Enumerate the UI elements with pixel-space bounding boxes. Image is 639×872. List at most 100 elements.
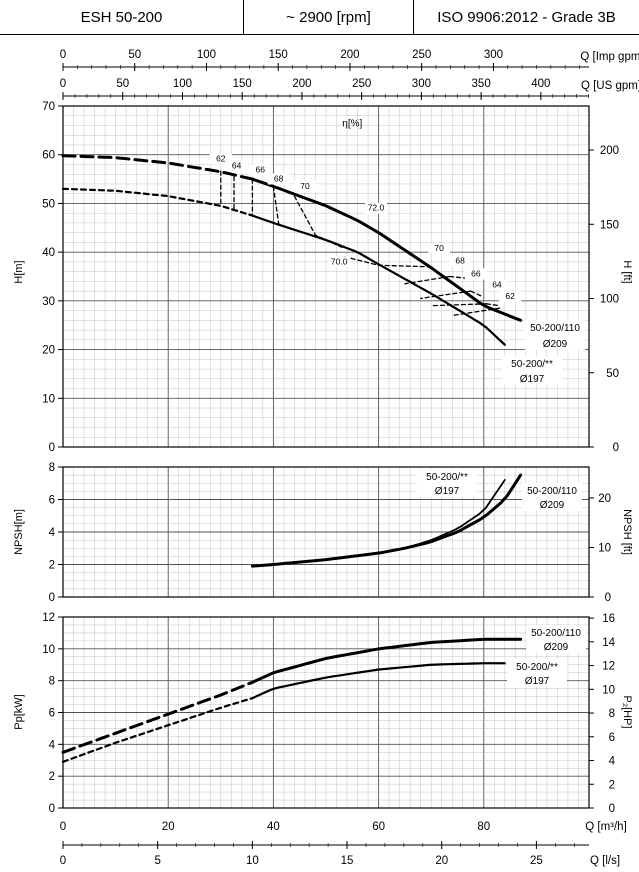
standard-header: ISO 9906:2012 - Grade 3B	[414, 0, 639, 35]
ls-tick-label: 5	[154, 855, 160, 867]
efficiency-label: 66	[471, 269, 481, 279]
series-label-bg	[522, 483, 582, 511]
npsh-series-110-name: 50-200/110	[527, 486, 577, 497]
efficiency-label-bg	[293, 180, 316, 192]
efficiency-label-bg	[464, 268, 487, 280]
power-series-110-diameter: Ø209	[544, 642, 569, 653]
head-ft-tick-label: 200	[600, 145, 619, 157]
npsh-panel-y-tick-label: 2	[49, 560, 55, 572]
efficiency-label: 72.0	[368, 203, 385, 213]
efficiency-label: 70.0	[331, 256, 348, 266]
head-series-std-name: 50-200/**	[511, 359, 553, 370]
efficiency-label: 70	[434, 243, 444, 253]
efficiency-label-bg	[485, 279, 508, 291]
npsh-series-std-name: 50-200/**	[426, 472, 468, 483]
efficiency-label-bg	[209, 153, 232, 165]
efficiency-isoline	[451, 307, 501, 317]
efficiency-label: 70	[300, 181, 310, 191]
efficiency-axis-label: η[%]	[342, 118, 362, 129]
power-hp-tick-label: 0	[609, 803, 615, 815]
series-label-bg	[525, 320, 585, 350]
series-label-bg	[502, 356, 562, 385]
efficiency-label: 62	[216, 154, 226, 164]
efficiency-label-bg	[328, 256, 351, 268]
head-panel-y-tick-label: 20	[42, 345, 55, 357]
imp-gpm-label: Q [Imp gpm]	[580, 51, 639, 63]
imp-gpm-tick-label: 100	[197, 49, 216, 61]
head-series-110-diameter: Ø209	[543, 339, 568, 350]
head-panel-y-tick-label: 50	[42, 198, 55, 210]
m3h-axis-label: Q [m³/h]	[585, 821, 627, 833]
ls-tick-label: 0	[60, 855, 66, 867]
imp-gpm-tick-label: 200	[340, 49, 359, 61]
ls-tick-label: 10	[246, 855, 259, 867]
npsh-ft-tick-label: 20	[598, 493, 611, 505]
us-gpm-tick-label: 50	[116, 78, 129, 90]
efficiency-label-bg	[449, 255, 472, 267]
efficiency-label-bg	[499, 290, 522, 302]
head-panel-frame	[62, 105, 590, 448]
npsh-curve	[250, 473, 523, 568]
power-series-std-name: 50-200/**	[516, 662, 558, 673]
series-label-bg	[417, 469, 477, 497]
us-gpm-tick-label: 150	[233, 78, 252, 90]
m3h-tick-label: 40	[267, 821, 280, 833]
power-curve-solid	[251, 662, 506, 700]
imp-gpm-tick-label: 300	[484, 49, 503, 61]
efficiency-isoline	[485, 303, 501, 307]
head-ft-tick-label: 100	[600, 294, 619, 306]
imp-gpm-tick-label: 150	[269, 49, 288, 61]
power-hp-tick-label: 2	[609, 779, 615, 791]
npsh-ft-tick-label: 10	[598, 542, 611, 554]
head-panel-y-tick-label: 70	[42, 101, 55, 113]
power-panel-y-tick-label: 8	[49, 676, 55, 688]
efficiency-label: 66	[256, 164, 266, 174]
m3h-tick-label: 0	[60, 821, 66, 833]
npsh-series-110-diameter: Ø209	[540, 500, 565, 511]
power-ylabel: Pp[kW]	[13, 694, 25, 729]
power-panel-y-tick-label: 12	[42, 612, 55, 624]
imp-gpm-tick-label: 250	[412, 49, 431, 61]
power-y2label: P₂[HP]	[621, 696, 633, 729]
npsh-ylabel: NPSH[m]	[13, 509, 25, 555]
efficiency-label: 68	[274, 174, 284, 184]
us-gpm-tick-label: 200	[292, 78, 311, 90]
us-gpm-tick-label: 300	[412, 78, 431, 90]
head-y2label: H [ft]	[621, 260, 633, 283]
head-series-std-diameter: Ø197	[520, 374, 545, 385]
efficiency-isoline	[430, 303, 488, 307]
efficiency-isoline	[420, 290, 472, 300]
us-gpm-tick-label: 100	[173, 78, 192, 90]
npsh-panel-y-tick-label: 8	[49, 462, 55, 474]
head-curve-dashed	[61, 154, 254, 181]
efficiency-label-bg	[249, 164, 272, 176]
npsh-panel-y-tick-label: 0	[49, 592, 55, 604]
power-series-std-diameter: Ø197	[525, 676, 550, 687]
head-panel-y-tick-label: 10	[42, 393, 55, 405]
efficiency-isoline	[404, 275, 451, 285]
head-ft-tick-label: 50	[606, 368, 619, 380]
ls-axis-label: Q [l/s]	[590, 855, 620, 867]
power-hp-tick-label: 6	[609, 732, 615, 744]
npsh-ft-tick-label: 0	[605, 592, 611, 604]
npsh-panel-y-tick-label: 6	[49, 495, 55, 507]
ls-tick-label: 25	[530, 855, 543, 867]
npsh-panel-y-tick-label: 4	[49, 527, 56, 539]
power-panel-y-tick-label: 10	[42, 644, 55, 656]
m3h-tick-label: 80	[477, 821, 490, 833]
power-panel-y-tick-label: 6	[49, 708, 55, 720]
m3h-tick-label: 60	[372, 821, 385, 833]
efficiency-isoline	[272, 185, 280, 225]
efficiency-isoline	[293, 195, 343, 248]
head-curve-dashed	[61, 187, 254, 217]
us-gpm-tick-label: 350	[472, 78, 491, 90]
head-ft-tick-label: 150	[600, 219, 619, 231]
us-gpm-tick-label: 400	[531, 78, 550, 90]
power-panel-y-tick-label: 4	[49, 739, 56, 751]
npsh-y2label: NPSH [ft]	[621, 509, 633, 555]
us-gpm-tick-label: 0	[60, 78, 66, 90]
head-panel-y-tick-label: 0	[49, 442, 55, 454]
ls-tick-label: 20	[435, 855, 448, 867]
power-panel-y-tick-label: 2	[49, 771, 55, 783]
head-ylabel: H[m]	[13, 260, 25, 283]
